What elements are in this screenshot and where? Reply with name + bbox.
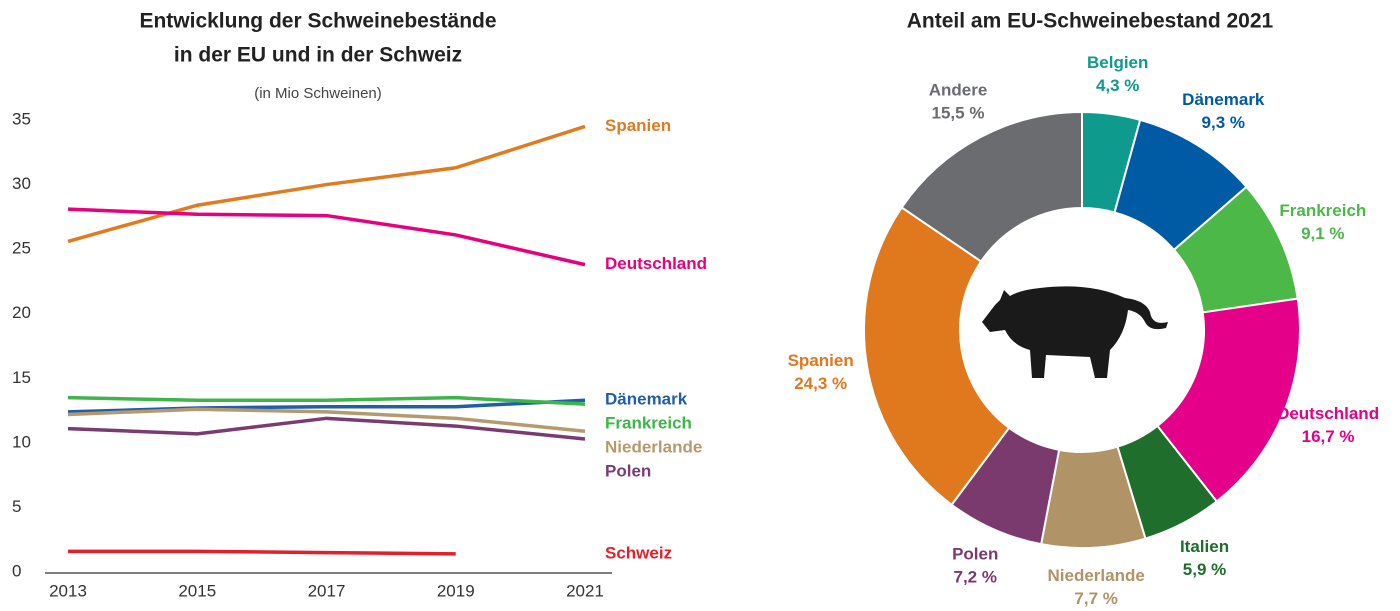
legend-label: Spanien bbox=[605, 116, 671, 135]
slice-label: Spanien bbox=[788, 351, 854, 370]
legend-label: Frankreich bbox=[605, 414, 692, 433]
y-tick-label: 15 bbox=[12, 368, 31, 387]
slice-value: 5,9 % bbox=[1183, 560, 1226, 579]
y-tick-label: 30 bbox=[12, 174, 31, 193]
y-tick-label: 0 bbox=[12, 561, 21, 580]
slice-value: 24,3 % bbox=[794, 374, 847, 393]
x-tick-label: 2015 bbox=[178, 581, 216, 600]
slice-value: 7,7 % bbox=[1074, 589, 1117, 608]
x-tick-label: 2019 bbox=[437, 581, 475, 600]
legend-label: Dänemark bbox=[605, 390, 688, 409]
slice-label: Andere bbox=[929, 80, 988, 99]
y-tick-label: 5 bbox=[12, 497, 21, 516]
donut-slice bbox=[900, 110, 1083, 263]
slice-value: 9,1 % bbox=[1301, 224, 1344, 243]
slice-label: Polen bbox=[952, 545, 998, 564]
chart-title: Entwicklung der Schweinebestände bbox=[139, 10, 496, 33]
slice-value: 15,5 % bbox=[932, 103, 985, 122]
y-tick-label: 25 bbox=[12, 239, 31, 258]
slice-value: 7,2 % bbox=[953, 568, 996, 587]
legend-label: Deutschland bbox=[605, 254, 707, 273]
slice-label: Frankreich bbox=[1279, 201, 1366, 220]
slice-label: Dänemark bbox=[1182, 90, 1265, 109]
slice-label: Italien bbox=[1180, 537, 1229, 556]
slice-label: Niederlande bbox=[1047, 566, 1144, 585]
series-line bbox=[67, 407, 586, 433]
series-line bbox=[67, 416, 586, 441]
x-tick-label: 2021 bbox=[566, 581, 604, 600]
slice-value: 4,3 % bbox=[1096, 76, 1139, 95]
legend-label: Niederlande bbox=[605, 438, 702, 457]
x-tick-label: 2017 bbox=[308, 581, 346, 600]
chart-title: Anteil am EU-Schweinebestand 2021 bbox=[907, 10, 1274, 33]
x-tick-label: 2013 bbox=[49, 581, 87, 600]
chart-subtitle: (in Mio Schweinen) bbox=[254, 85, 382, 102]
legend-label: Polen bbox=[605, 462, 651, 481]
series-line bbox=[67, 207, 586, 267]
slice-value: 16,7 % bbox=[1302, 427, 1355, 446]
y-tick-label: 20 bbox=[12, 303, 31, 322]
slice-label: Belgien bbox=[1087, 53, 1148, 72]
donut-slice bbox=[1155, 297, 1301, 503]
pig-icon bbox=[982, 286, 1168, 378]
y-tick-label: 10 bbox=[12, 432, 31, 451]
chart-title: in der EU und in der Schweiz bbox=[174, 44, 462, 67]
donut-slice bbox=[863, 206, 1011, 507]
y-tick-label: 35 bbox=[12, 109, 31, 128]
legend-label: Schweiz bbox=[605, 543, 672, 562]
series-line bbox=[67, 124, 586, 244]
slice-label: Deutschland bbox=[1277, 404, 1379, 423]
series-line bbox=[67, 395, 586, 406]
series-line bbox=[68, 549, 456, 556]
slice-value: 9,3 % bbox=[1202, 113, 1245, 132]
